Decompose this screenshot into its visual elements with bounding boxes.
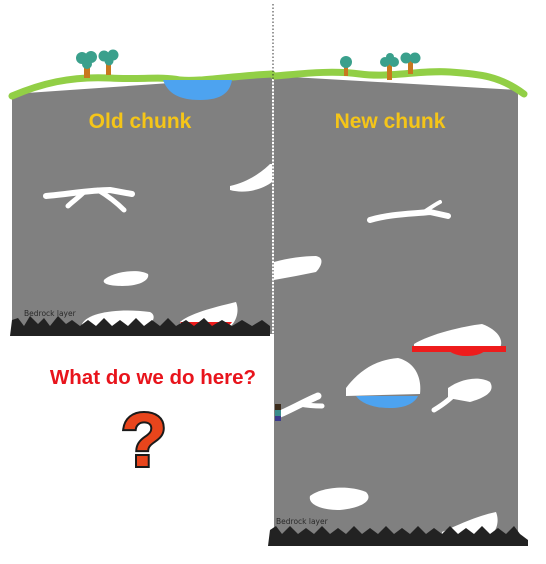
tree-icon — [98, 49, 119, 75]
tree-icon — [76, 51, 97, 78]
cave-blob — [274, 256, 322, 280]
old-chunk: Bedrock layer Old chunk — [8, 49, 276, 336]
new-chunk-grass — [270, 68, 528, 98]
question-mark-icon: ? — [121, 398, 167, 483]
old-chunk-lake — [163, 80, 232, 100]
question-text: What do we do here? — [50, 366, 256, 389]
cave-tunnel — [95, 187, 127, 213]
old-chunk-title: Old chunk — [89, 110, 192, 133]
tree-icon — [400, 52, 421, 74]
new-chunk-stone — [274, 76, 518, 540]
tree-icon — [380, 53, 399, 80]
tree-icon — [340, 56, 352, 76]
player-icon — [275, 404, 281, 421]
cave-tunnel — [65, 189, 87, 209]
new-chunk-title: New chunk — [335, 110, 446, 133]
old-chunk-caves — [43, 187, 135, 213]
old-chunk-stone — [12, 76, 272, 334]
new-chunk-caves — [276, 200, 461, 418]
new-chunk-water — [356, 396, 418, 408]
new-chunk: Bedrock layer New chunk — [268, 52, 528, 546]
cave-blob — [309, 487, 369, 510]
new-chunk-bedrock — [268, 526, 528, 546]
cave-blob — [103, 271, 149, 286]
cave-blob — [230, 164, 272, 192]
cave-tunnel — [276, 392, 322, 418]
old-chunk-bedrock-label: Bedrock layer — [24, 309, 77, 318]
new-chunk-bedrock-label: Bedrock layer — [276, 517, 329, 526]
cave-tunnel — [422, 200, 442, 214]
cave-tunnel — [297, 401, 325, 409]
new-chunk-lava — [444, 346, 490, 356]
cave-blob — [346, 358, 421, 396]
old-chunk-grass — [8, 70, 276, 100]
cave-blob — [414, 324, 502, 348]
old-chunk-bedrock — [10, 316, 270, 336]
cave-blob — [448, 378, 492, 402]
cave-tunnel — [367, 209, 451, 223]
